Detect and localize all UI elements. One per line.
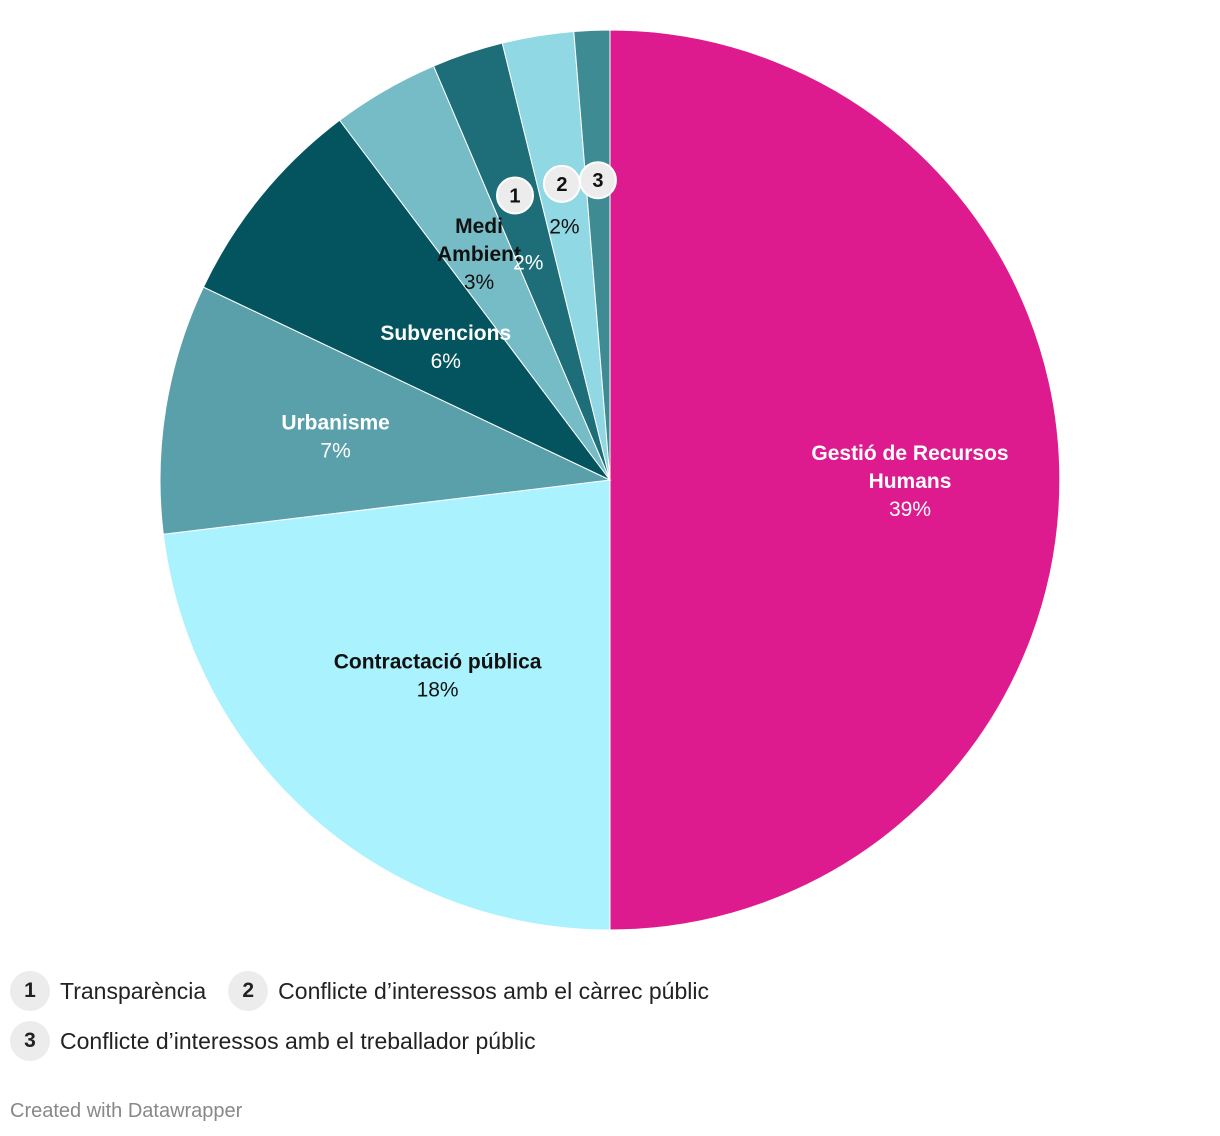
slice-label-gestio-de-recursos-humans: Gestió de Recursos xyxy=(811,442,1008,465)
slice-label-medi-ambient-2: Ambient xyxy=(437,243,521,266)
legend-item-3: 3 Conflicte d’interessos amb el treballa… xyxy=(10,1021,536,1061)
slice-label-urbanisme: Urbanisme xyxy=(281,411,390,434)
slice-value-subvencions: 6% xyxy=(431,350,461,373)
legend-badge-2: 2 xyxy=(228,971,269,1011)
pie-chart: Gestió de Recursos Humans 39% Contractació … xyxy=(159,29,1061,931)
slice-value-urbanisme: 7% xyxy=(320,439,350,462)
legend-label-2: Conflicte d’interessos amb el càrrec púb… xyxy=(278,977,709,1004)
legend-row-1: 1 Transparència 2 Conflicte d’interessos… xyxy=(10,968,1210,1014)
pie-slice-conflicte-d-interessos-amb-el-treballador-public xyxy=(573,29,611,481)
slice-value-contractacio-publica: 18% xyxy=(417,679,459,702)
slice-badge-text-2: 2 xyxy=(556,174,567,196)
legend-label-3: Conflicte d’interessos amb el treballado… xyxy=(60,1027,536,1054)
slice-label-contractacio-publica: Contractació pública xyxy=(334,651,542,674)
legend-badge-3: 3 xyxy=(10,1021,50,1061)
slice-value-gestio-de-recursos-humans: 39% xyxy=(889,498,931,521)
slice-badge-text-3: 3 xyxy=(592,170,603,192)
slice-value-transparencia: 2% xyxy=(513,251,543,274)
slice-label-subvencions: Subvencions xyxy=(380,322,511,345)
slice-badge-1 xyxy=(495,176,534,215)
slice-value-conflicte-d-interessos-amb-el-carrec-public: 2% xyxy=(549,216,579,239)
slice-label-gestio-de-recursos-humans-2: Humans xyxy=(869,470,952,493)
credit: Created with Datawrapper xyxy=(10,1100,243,1122)
slice-badge-text-1: 1 xyxy=(509,185,520,207)
slice-badge-3 xyxy=(578,161,617,200)
slice-label-medi-ambient: Medi xyxy=(455,215,503,238)
pie-slice-subvencions xyxy=(202,119,611,481)
pie-slice-gestio-de-recursos-humans xyxy=(609,29,1061,931)
pie-slice-contractacio-publica xyxy=(162,479,611,931)
legend-item-2: 2 Conflicte d’interessos amb el càrrec p… xyxy=(228,971,709,1011)
legend-label-1: Transparència xyxy=(60,977,207,1004)
legend-item-1: 1 Transparència xyxy=(10,971,206,1011)
legend-row-2: 3 Conflicte d’interessos amb el treballa… xyxy=(10,1018,1210,1064)
legend: 1 Transparència 2 Conflicte d’interessos… xyxy=(10,968,1210,1068)
legend-badge-1: 1 xyxy=(10,971,50,1011)
pie-slices xyxy=(159,29,1061,931)
pie-slice-urbanisme xyxy=(159,286,612,535)
pie-labels: Gestió de Recursos Humans 39% Contractació … xyxy=(281,161,1009,702)
slice-value-medi-ambient: 3% xyxy=(464,271,494,294)
